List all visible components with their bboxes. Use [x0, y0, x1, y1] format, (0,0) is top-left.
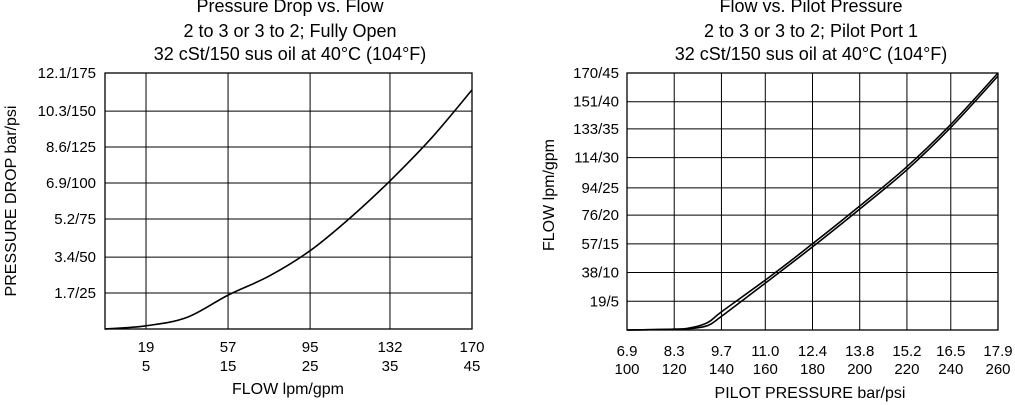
- y-axis-label: PRESSURE DROP bar/psi: [3, 106, 20, 297]
- chart-subtitle-line-2: 32 cSt/150 sus oil at 40°C (104°F): [154, 44, 427, 64]
- x-tick-label: 17.9: [983, 343, 1012, 360]
- series-line-1: [104, 89, 473, 330]
- x-axis-label: FLOW lpm/gpm: [232, 381, 344, 398]
- x-tick-label: 19: [138, 339, 155, 356]
- x-tick-sublabel: 200: [847, 361, 872, 378]
- x-tick-label: 9.7: [711, 343, 732, 360]
- y-tick-label: 8.6/125: [46, 139, 96, 156]
- y-tick-label: 76/20: [581, 207, 619, 224]
- pressure-drop-chart: Pressure Drop vs. Flow 2 to 3 or 3 to 2;…: [3, 0, 485, 398]
- x-tick-sublabel: 260: [985, 361, 1010, 378]
- y-tick-label: 10.3/150: [38, 103, 96, 120]
- x-tick-sublabel: 5: [142, 358, 150, 375]
- x-tick-label: 6.9: [617, 343, 638, 360]
- chart-subtitle-line-1: 2 to 3 or 3 to 2; Pilot Port 1: [704, 21, 918, 41]
- x-tick-label: 16.5: [936, 343, 965, 360]
- x-tick-sublabel: 25: [302, 358, 319, 375]
- y-tick-label: 133/35: [573, 121, 619, 138]
- x-tick-sublabel: 120: [662, 361, 687, 378]
- x-tick-label: 95: [302, 339, 319, 356]
- flow-vs-pilot-pressure-chart: Flow vs. Pilot Pressure 2 to 3 or 3 to 2…: [541, 0, 1013, 402]
- x-tick-label: 57: [220, 339, 237, 356]
- y-tick-label: 12.1/175: [38, 65, 96, 82]
- plot-frame: [104, 72, 473, 330]
- y-tick-label: 57/15: [581, 236, 619, 253]
- y-tick-label: 114/30: [574, 150, 619, 167]
- y-axis-label: FLOW lpm/gpm: [541, 139, 558, 251]
- chart-title: Pressure Drop vs. Flow: [196, 0, 384, 16]
- y-tick-label: 151/40: [573, 94, 619, 111]
- x-tick-label: 132: [377, 339, 402, 356]
- y-tick-label: 6.9/100: [46, 175, 96, 192]
- x-tick-sublabel: 160: [753, 361, 778, 378]
- series-line-2: [626, 75, 999, 331]
- x-axis-label: PILOT PRESSURE bar/psi: [715, 385, 906, 402]
- y-tick-label: 170/45: [573, 65, 619, 82]
- x-tick-label: 170: [459, 339, 484, 356]
- plot-frame: [626, 72, 999, 331]
- x-tick-sublabel: 15: [220, 358, 237, 375]
- x-tick-sublabel: 45: [464, 358, 481, 375]
- y-tick-label: 3.4/50: [54, 249, 96, 266]
- x-tick-label: 11.0: [751, 343, 779, 360]
- chart-subtitle-line-2: 32 cSt/150 sus oil at 40°C (104°F): [675, 44, 948, 64]
- y-tick-label: 1.7/25: [54, 285, 96, 302]
- x-tick-sublabel: 140: [709, 361, 734, 378]
- x-tick-sublabel: 220: [894, 361, 919, 378]
- x-tick-label: 12.4: [798, 343, 827, 360]
- x-tick-label: 8.3: [664, 343, 685, 360]
- x-tick-label: 15.2: [892, 343, 921, 360]
- x-tick-sublabel: 100: [614, 361, 639, 378]
- x-tick-sublabel: 240: [938, 361, 963, 378]
- x-tick-sublabel: 35: [382, 358, 399, 375]
- chart-subtitle-line-1: 2 to 3 or 3 to 2; Fully Open: [183, 21, 396, 41]
- x-tick-label: 13.8: [845, 343, 874, 360]
- x-tick-sublabel: 180: [800, 361, 825, 378]
- y-tick-label: 94/25: [581, 180, 619, 197]
- y-tick-label: 19/5: [590, 293, 619, 310]
- y-tick-label: 38/10: [581, 265, 619, 282]
- chart-title: Flow vs. Pilot Pressure: [719, 0, 902, 16]
- y-tick-label: 5.2/75: [54, 211, 96, 228]
